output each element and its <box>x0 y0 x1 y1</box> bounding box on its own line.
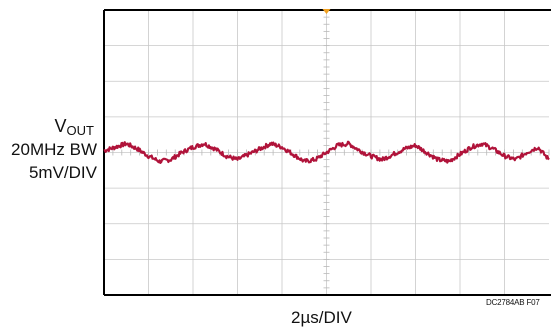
vout-subscript-text: OUT <box>66 123 94 138</box>
figure-id-label: DC2784AB F07 <box>486 298 540 307</box>
volts-per-div-label: 5mV/DIV <box>28 163 97 182</box>
time-per-div-label: 2µs/DIV <box>291 308 352 327</box>
vout-trace <box>103 140 550 164</box>
vout-main-text: V <box>54 116 67 136</box>
bandwidth-label: 20MHz BW <box>11 140 97 159</box>
trigger-marker <box>322 9 331 14</box>
channel-label: VOUT <box>0 116 94 138</box>
